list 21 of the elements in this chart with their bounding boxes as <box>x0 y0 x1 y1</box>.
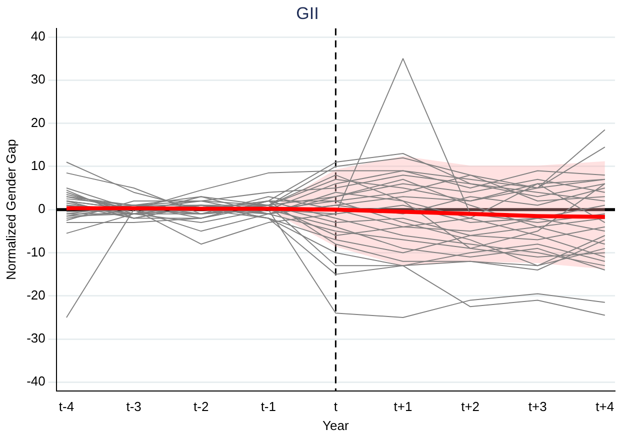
y-tick-label: -30 <box>26 330 46 346</box>
x-tick-label: t <box>334 399 338 414</box>
y-tick-label: -10 <box>26 244 46 260</box>
x-tick-label: t-2 <box>194 399 209 414</box>
x-tick-label: t+1 <box>394 399 412 414</box>
y-tick-label: 20 <box>30 114 46 130</box>
x-tick-label: t+4 <box>596 399 614 414</box>
y-tick-label: 30 <box>30 72 46 87</box>
x-tick-label: t-4 <box>58 399 74 414</box>
y-tick-label: 10 <box>30 158 46 174</box>
x-tick-label: t+2 <box>461 399 480 414</box>
y-tick-label: 0 <box>38 201 46 216</box>
y-axis-title: Normalized Gender Gap <box>3 139 18 280</box>
chart-title: GII <box>296 4 319 23</box>
x-axis-title: Year <box>322 418 350 433</box>
y-tick-label: 40 <box>30 28 46 44</box>
y-tick-label: -40 <box>26 374 46 389</box>
y-tick-label: -20 <box>26 287 46 302</box>
x-tick-label: t-1 <box>260 399 276 414</box>
x-tick-label: t+3 <box>528 399 547 414</box>
x-tick-label: t-3 <box>126 399 142 414</box>
